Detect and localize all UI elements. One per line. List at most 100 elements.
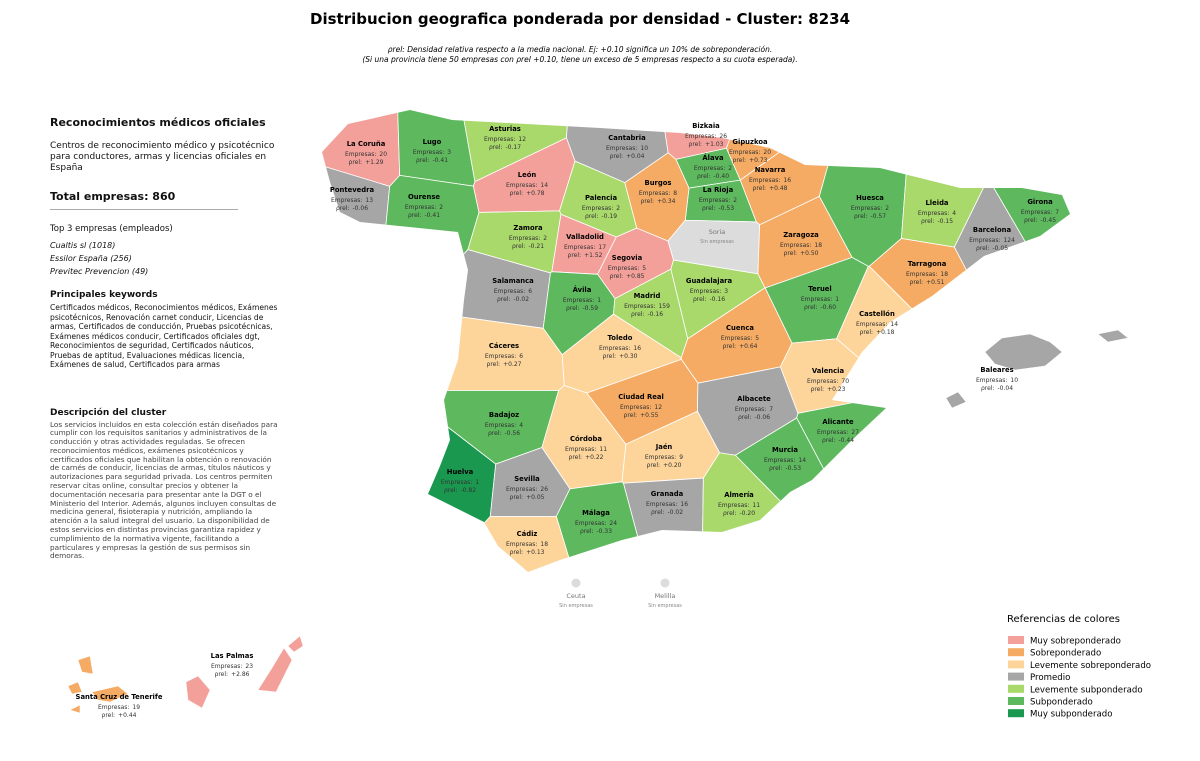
legend-label: Promedio xyxy=(1030,673,1070,683)
legend-swatch xyxy=(1008,660,1024,669)
island xyxy=(185,675,211,709)
empresas: Empresas: 10 xyxy=(976,377,1018,384)
rho: ρrel: +0.73 xyxy=(733,157,768,164)
rho-value: +0.30 xyxy=(619,353,638,360)
rho-prefix: ρrel: xyxy=(981,385,995,392)
rho-prefix: ρrel: xyxy=(580,528,594,535)
empresas-prefix: Empresas: xyxy=(413,149,444,156)
rho-prefix: ρrel: xyxy=(733,157,747,164)
rho-value: +0.34 xyxy=(657,198,676,205)
province-name: Córdoba xyxy=(570,435,602,443)
rho: ρrel: +0.64 xyxy=(723,343,758,350)
rho-value: -0.60 xyxy=(821,304,837,311)
rho-value: -0.40 xyxy=(714,173,730,180)
rho: ρrel: -0.82 xyxy=(444,487,476,494)
empresas-prefix: Empresas: xyxy=(509,235,540,242)
province-name: Girona xyxy=(1027,198,1053,206)
island xyxy=(257,647,293,693)
rho-prefix: ρrel: xyxy=(510,494,524,501)
rho-prefix: ρrel: xyxy=(723,343,737,350)
rho: ρrel: +0.13 xyxy=(510,549,545,556)
sidebar: Reconocimientos médicos oficiales Centro… xyxy=(50,116,278,561)
rho-value: +2.86 xyxy=(231,671,250,678)
rho-value: -0.82 xyxy=(461,487,477,494)
rho: ρrel: -0.21 xyxy=(512,243,544,250)
rho-prefix: ρrel: xyxy=(568,252,582,259)
empresas: Empresas: 2 xyxy=(405,204,443,211)
empresas-value: 2 xyxy=(439,204,443,211)
empresas-prefix: Empresas: xyxy=(506,486,537,493)
rho-value: -0.56 xyxy=(505,430,521,437)
province-name: Sevilla xyxy=(514,475,540,483)
island xyxy=(984,333,1063,371)
province-name: Burgos xyxy=(645,179,672,187)
province-name: Álava xyxy=(702,153,724,162)
rho-prefix: ρrel: xyxy=(102,712,116,719)
rho: ρrel: -0.16 xyxy=(631,311,663,318)
empresas-prefix: Empresas: xyxy=(694,165,725,172)
island xyxy=(945,391,967,409)
empresas: Empresas: 11 xyxy=(718,502,760,509)
province-name: Baleares xyxy=(980,366,1013,374)
empresas-value: 8 xyxy=(673,190,677,197)
rho: ρrel: +0.50 xyxy=(784,250,819,257)
empresas: Empresas: 7 xyxy=(1021,209,1059,216)
empresas-prefix: Empresas: xyxy=(485,422,516,429)
province-name: Asturias xyxy=(489,125,521,133)
subtitle: (Si una provincia tiene 50 empresas con … xyxy=(362,55,797,64)
rho: ρrel: -0.20 xyxy=(723,510,755,517)
province-name: Tarragona xyxy=(908,260,947,268)
rho-value: -0.53 xyxy=(719,205,735,212)
empresas-value: 19 xyxy=(132,704,140,711)
rho-prefix: ρrel: xyxy=(487,361,501,368)
empresas: Empresas: 70 xyxy=(807,378,849,385)
empresas-value: 11 xyxy=(752,502,760,509)
rho-value: +0.48 xyxy=(769,185,788,192)
empresas-value: 18 xyxy=(814,242,822,249)
empresas-prefix: Empresas: xyxy=(817,429,848,436)
empresas: Empresas: 13 xyxy=(331,197,373,204)
empresas-value: 18 xyxy=(540,541,548,548)
empresas-value: 2 xyxy=(616,205,620,212)
empresas-prefix: Empresas: xyxy=(494,288,525,295)
empresas-prefix: Empresas: xyxy=(906,271,937,278)
rho: ρrel: +0.18 xyxy=(860,329,895,336)
island xyxy=(1097,329,1129,343)
rho: ρrel: -0.45 xyxy=(1024,217,1056,224)
rho: ρrel: +0.55 xyxy=(624,412,659,419)
empresas: Empresas: 4 xyxy=(918,210,956,217)
empresas-prefix: Empresas: xyxy=(405,204,436,211)
rho: ρrel: +0.48 xyxy=(753,185,788,192)
empresas-prefix: Empresas: xyxy=(918,210,949,217)
rho-value: +0.50 xyxy=(800,250,819,257)
rho-value: -0.41 xyxy=(433,157,449,164)
empresas-value: 26 xyxy=(719,133,727,140)
rho: ρrel: +1.52 xyxy=(568,252,603,259)
rho-value: +0.22 xyxy=(585,454,604,461)
empresas: Empresas: 6 xyxy=(485,353,523,360)
rho-value: -0.53 xyxy=(786,465,802,472)
rho-prefix: ρrel: xyxy=(610,273,624,280)
empresas: Empresas: 20 xyxy=(729,149,771,156)
province-name: Huelva xyxy=(447,468,474,476)
province-name: Ceuta xyxy=(566,592,585,600)
province-name: Castellón xyxy=(859,310,895,318)
province-name: Teruel xyxy=(808,285,831,293)
rho-value: -0.33 xyxy=(597,528,613,535)
empresas-prefix: Empresas: xyxy=(1021,209,1052,216)
legend-label: Muy sobreponderado xyxy=(1030,637,1121,647)
empresas-value: 159 xyxy=(658,303,670,310)
rho-prefix: ρrel: xyxy=(336,205,350,212)
keywords-heading: Principales keywords xyxy=(50,290,158,300)
legend-swatch xyxy=(1008,684,1024,693)
empresas-value: 4 xyxy=(952,210,956,217)
empresas-prefix: Empresas: xyxy=(851,205,882,212)
empresas-value: 13 xyxy=(365,197,373,204)
empresas-value: 14 xyxy=(890,321,898,328)
empresas-prefix: Empresas: xyxy=(801,296,832,303)
empresas-value: 3 xyxy=(447,149,451,156)
rho-prefix: ρrel: xyxy=(697,173,711,180)
rho-prefix: ρrel: xyxy=(804,304,818,311)
